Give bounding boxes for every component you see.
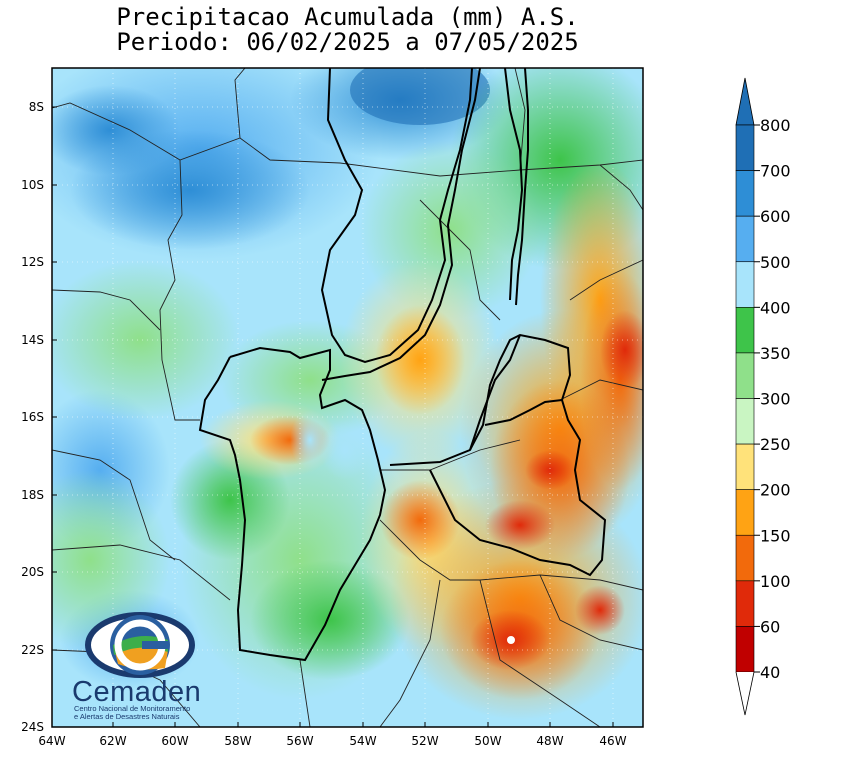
map-title-line1: Precipitacao Acumulada (mm) A.S. bbox=[116, 3, 579, 31]
lat-label: 24S bbox=[21, 720, 44, 734]
colorbar-label: 100 bbox=[760, 572, 791, 591]
lon-label: 52W bbox=[411, 734, 438, 748]
graticule bbox=[52, 68, 643, 727]
colorbar-label: 400 bbox=[760, 298, 791, 317]
lat-label: 10S bbox=[21, 178, 44, 192]
colorbar-bottom-arrow bbox=[735, 671, 755, 716]
colorbar-label: 40 bbox=[760, 663, 780, 682]
lat-label: 12S bbox=[21, 255, 44, 269]
lon-label: 54W bbox=[349, 734, 376, 748]
lat-label: 8S bbox=[29, 100, 44, 114]
axis-ticks bbox=[51, 106, 614, 727]
colorbar-swatch bbox=[735, 170, 755, 217]
map-frame bbox=[51, 67, 644, 728]
colorbar-swatch bbox=[735, 261, 755, 308]
logo-subtitle-line2: e Alertas de Desastres Naturais bbox=[74, 712, 180, 721]
longitude-labels: 64W 62W 60W 58W 56W 54W 52W 50W 48W 46W bbox=[38, 734, 626, 748]
lat-label: 20S bbox=[21, 565, 44, 579]
colorbar-label: 500 bbox=[760, 253, 791, 272]
colorbar-label: 350 bbox=[760, 344, 791, 363]
colorbar-label: 800 bbox=[760, 116, 791, 135]
colorbar-label: 300 bbox=[760, 390, 791, 409]
colorbar-swatch bbox=[735, 534, 755, 582]
lat-label: 18S bbox=[21, 488, 44, 502]
basin-outlines bbox=[198, 68, 607, 662]
colorbar-swatch bbox=[735, 626, 755, 673]
lon-label: 62W bbox=[99, 734, 126, 748]
lon-label: 46W bbox=[599, 734, 626, 748]
lat-label: 22S bbox=[21, 643, 44, 657]
precipitation-field bbox=[52, 68, 643, 727]
colorbar-label: 700 bbox=[760, 162, 791, 181]
colorbar-label: 60 bbox=[760, 617, 780, 636]
lon-label: 56W bbox=[286, 734, 313, 748]
lon-label: 58W bbox=[224, 734, 251, 748]
colorbar-swatch bbox=[735, 443, 755, 490]
lat-label: 16S bbox=[21, 410, 44, 424]
cemaden-logo bbox=[85, 612, 195, 678]
lat-label: 14S bbox=[21, 333, 44, 347]
colorbar-swatch bbox=[735, 215, 755, 263]
lon-label: 48W bbox=[536, 734, 563, 748]
colorbar-swatch bbox=[735, 352, 755, 399]
lon-label: 50W bbox=[474, 734, 501, 748]
colorbar-swatch bbox=[735, 398, 755, 445]
latitude-labels: 8S 10S 12S 14S 16S 18S 20S 22S 24S bbox=[21, 100, 44, 734]
colorbar-swatch bbox=[735, 307, 755, 354]
lon-label: 60W bbox=[161, 734, 188, 748]
colorbar-label: 600 bbox=[760, 207, 791, 226]
logo-wordmark: Cemaden bbox=[72, 676, 202, 708]
state-boundaries bbox=[52, 68, 643, 727]
colorbar-label: 150 bbox=[760, 526, 791, 545]
map-title-line2: Periodo: 06/02/2025 a 07/05/2025 bbox=[116, 28, 579, 56]
colorbar-swatch bbox=[735, 580, 755, 627]
colorbar-label: 200 bbox=[760, 481, 791, 500]
colorbar-swatch bbox=[735, 489, 755, 536]
colorbar-top-arrow bbox=[735, 77, 755, 126]
logo-subtitle-line1: Centro Nacional de Monitoramento bbox=[74, 704, 191, 713]
logo-subtitle: Centro Nacional de Monitoramento e Alert… bbox=[74, 705, 224, 721]
colorbar-label: 250 bbox=[760, 435, 791, 454]
lon-label: 64W bbox=[38, 734, 65, 748]
colorbar-swatch bbox=[735, 124, 755, 171]
colorbar: 800 700 600 500 400 350 300 250 200 150 100 60 40 bbox=[735, 77, 791, 716]
